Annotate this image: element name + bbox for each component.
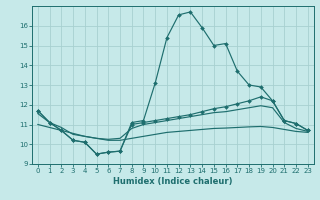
X-axis label: Humidex (Indice chaleur): Humidex (Indice chaleur) [113,177,233,186]
